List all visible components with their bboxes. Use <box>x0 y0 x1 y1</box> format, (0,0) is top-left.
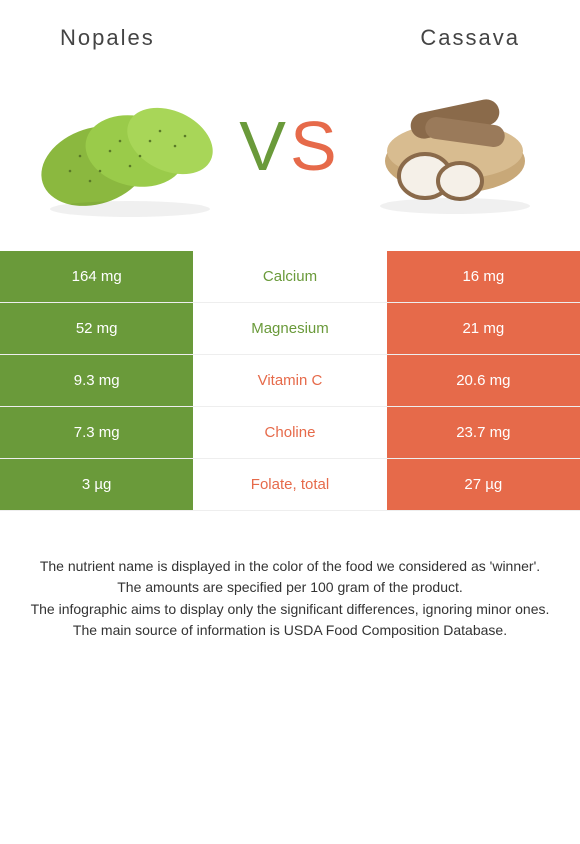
table-row: 7.3 mgCholine23.7 mg <box>0 407 580 459</box>
right-value: 27 µg <box>387 459 580 511</box>
left-value: 52 mg <box>0 303 193 355</box>
right-value: 21 mg <box>387 303 580 355</box>
infographic-container: Nopales Cassava VS <box>0 0 580 640</box>
nutrient-label: Vitamin C <box>193 355 386 407</box>
footer-line-3: The infographic aims to display only the… <box>25 599 555 619</box>
comparison-table: 164 mgCalcium16 mg52 mgMagnesium21 mg9.3… <box>0 251 580 511</box>
footer-line-2: The amounts are specified per 100 gram o… <box>25 577 555 597</box>
footer-notes: The nutrient name is displayed in the co… <box>0 511 580 640</box>
nopales-image <box>30 71 225 221</box>
nutrient-label: Folate, total <box>193 459 386 511</box>
table-row: 164 mgCalcium16 mg <box>0 251 580 303</box>
right-value: 20.6 mg <box>387 355 580 407</box>
food-right-title: Cassava <box>420 25 520 51</box>
table-row: 52 mgMagnesium21 mg <box>0 303 580 355</box>
nutrient-label: Choline <box>193 407 386 459</box>
left-value: 3 µg <box>0 459 193 511</box>
left-value: 7.3 mg <box>0 407 193 459</box>
right-value: 23.7 mg <box>387 407 580 459</box>
vs-label: VS <box>239 106 340 186</box>
nutrient-label: Calcium <box>193 251 386 303</box>
images-row: VS <box>0 61 580 251</box>
vs-s: S <box>290 106 341 186</box>
vs-v: V <box>239 106 290 186</box>
food-left-title: Nopales <box>60 25 155 51</box>
header: Nopales Cassava <box>0 0 580 61</box>
left-value: 164 mg <box>0 251 193 303</box>
table-row: 3 µgFolate, total27 µg <box>0 459 580 511</box>
left-value: 9.3 mg <box>0 355 193 407</box>
footer-line-4: The main source of information is USDA F… <box>25 620 555 640</box>
right-value: 16 mg <box>387 251 580 303</box>
cassava-image <box>355 71 550 221</box>
nutrient-label: Magnesium <box>193 303 386 355</box>
table-row: 9.3 mgVitamin C20.6 mg <box>0 355 580 407</box>
footer-line-1: The nutrient name is displayed in the co… <box>25 556 555 576</box>
